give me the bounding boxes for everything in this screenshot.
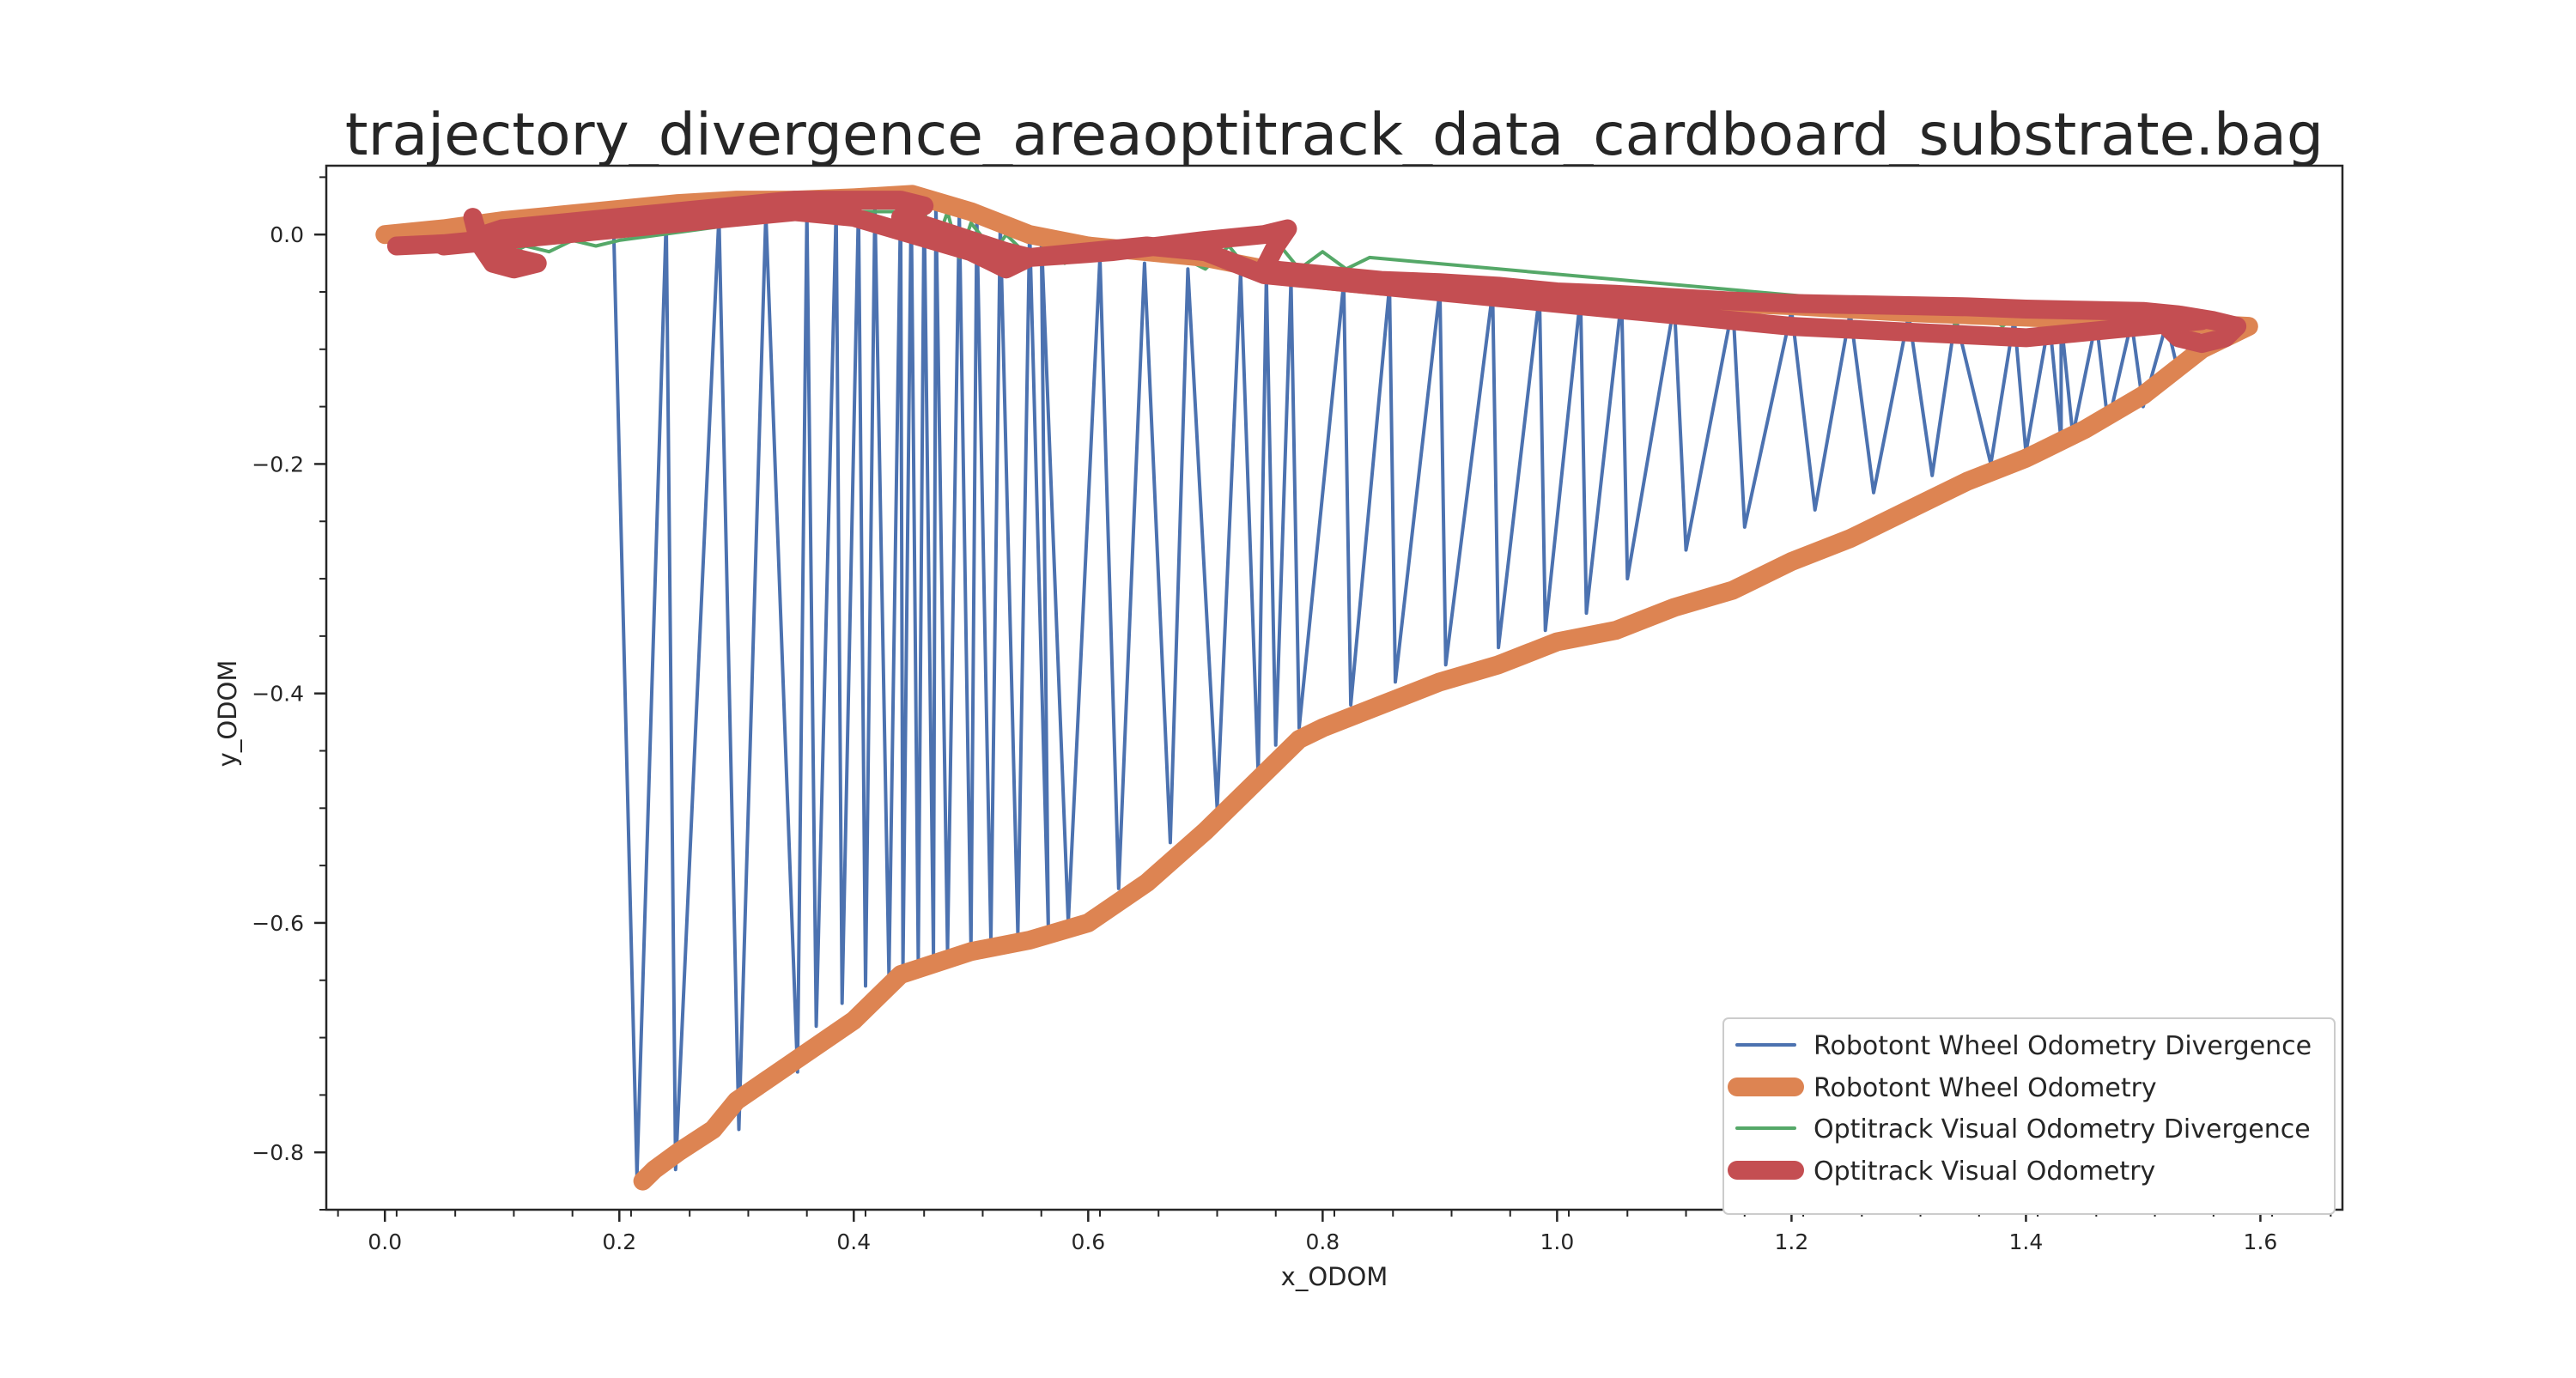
chart-title: trajectory_divergence_areaoptitrack_data…	[345, 101, 2324, 169]
legend-frame	[1722, 1017, 2336, 1215]
x-axis-label: x_ODOM	[1281, 1262, 1388, 1291]
x-tick-label: 0.6	[1071, 1229, 1105, 1254]
optitrack-odometry-line	[386, 191, 2247, 354]
x-axis-ticks: 0.0 0.2 0.4 0.6 0.8 1.0 1.2 1.4 1.6	[337, 1210, 2332, 1254]
x-tick-label: 0.4	[836, 1229, 871, 1254]
legend-label-robotont-divergence: Robotont Wheel Odometry Divergence	[1814, 1031, 2312, 1061]
robotont-odometry-line	[375, 185, 2258, 1191]
legend-label-optitrack-divergence: Optitrack Visual Odometry Divergence	[1814, 1114, 2311, 1144]
x-tick-label: 0.0	[368, 1229, 402, 1254]
x-tick-label: 1.2	[1775, 1229, 1809, 1254]
x-tick-label: 1.0	[1540, 1229, 1574, 1254]
x-tick-label: 1.6	[2244, 1229, 2278, 1254]
y-tick-label: −0.8	[252, 1140, 304, 1165]
x-tick-label: 1.4	[2009, 1229, 2044, 1254]
y-tick-label: −0.4	[252, 682, 304, 707]
y-axis-label: y_ODOM	[213, 660, 242, 768]
y-tick-label: −0.2	[252, 452, 304, 477]
y-axis-ticks: 0.0 −0.2 −0.4 −0.6 −0.8	[252, 176, 326, 1211]
legend: Robotont Wheel Odometry Divergence Robot…	[1722, 1017, 2336, 1215]
y-tick-label: −0.6	[252, 911, 304, 936]
legend-label-robotont-odometry: Robotont Wheel Odometry	[1814, 1073, 2157, 1103]
legend-label-optitrack-odometry: Optitrack Visual Odometry	[1814, 1156, 2155, 1187]
y-tick-label: 0.0	[270, 222, 304, 247]
x-tick-label: 0.2	[602, 1229, 636, 1254]
x-tick-label: 0.8	[1305, 1229, 1340, 1254]
series-layer	[375, 185, 2258, 1191]
